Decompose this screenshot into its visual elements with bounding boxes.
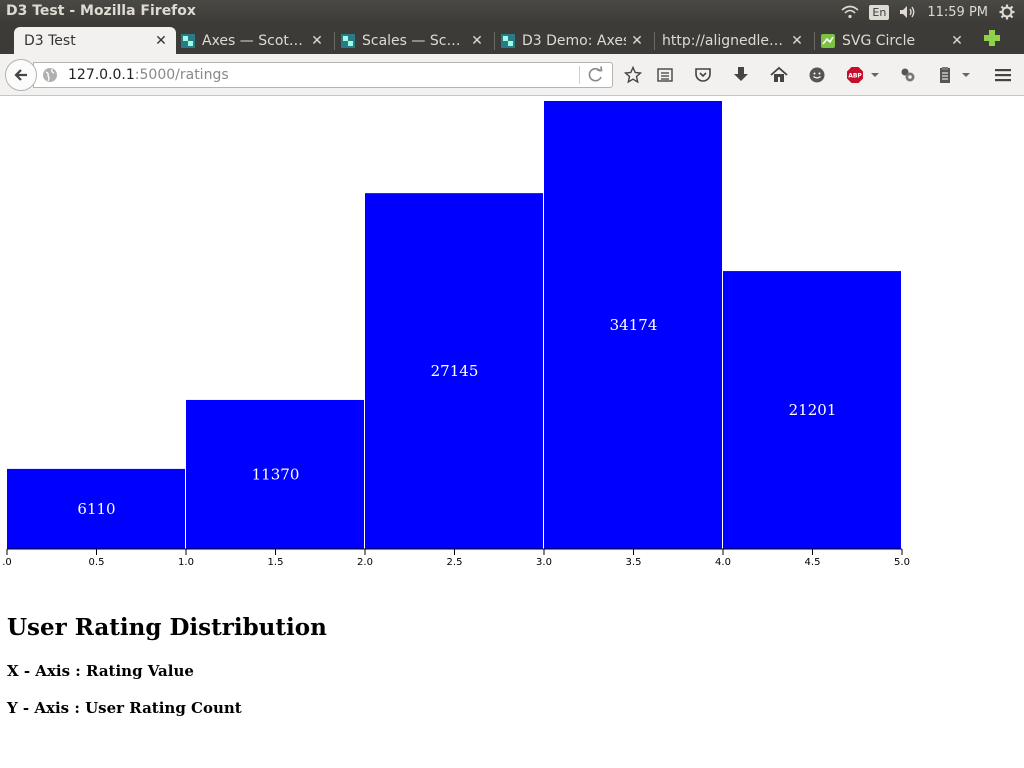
gear-icon[interactable] (998, 3, 1016, 21)
x-axis-tick-label: 2.5 (447, 557, 463, 568)
close-tab-icon[interactable]: ✕ (471, 32, 483, 49)
adblock-dropdown-chevron-icon[interactable] (869, 65, 881, 85)
x-axis-tick-label: 1.5 (268, 557, 284, 568)
x-axis-tick-label: .0 (2, 557, 12, 568)
tab-d3-demo-axes[interactable]: D3 Demo: Axes ✕ (500, 27, 652, 54)
url-host: 127.0.0.1 (68, 67, 135, 83)
x-axis-tick-label: 4.5 (805, 557, 821, 568)
window-title: D3 Test - Mozilla Firefox (6, 3, 196, 19)
bar-value-label: 34174 (610, 316, 658, 334)
close-tab-icon[interactable]: ✕ (311, 32, 323, 49)
close-tab-icon[interactable]: ✕ (791, 32, 803, 49)
x-axis-tick-label: 1.0 (178, 557, 194, 568)
url-bar[interactable]: 127.0.0.1:5000/ratings (33, 62, 613, 88)
tab-divider (334, 32, 335, 50)
system-tray: En 11:59 PM (841, 2, 1016, 22)
download-icon[interactable] (731, 65, 751, 85)
x-axis-tick-label: 2.0 (357, 557, 373, 568)
histogram-bar (365, 193, 543, 549)
d3-favicon-icon (181, 33, 195, 48)
x-axis-tick-label: 5.0 (894, 557, 910, 568)
clock[interactable]: 11:59 PM (927, 4, 988, 20)
tab-label: Axes — Scot… (202, 32, 303, 49)
home-icon[interactable] (769, 65, 789, 85)
globe-icon (43, 68, 57, 82)
close-tab-icon[interactable]: ✕ (631, 32, 643, 49)
y-axis-note: Y - Axis : User Rating Count (7, 699, 242, 717)
tab-strip: D3 Test ✕ Axes — Scot… ✕ Scales — Sc… ✕ … (0, 24, 1024, 54)
close-tab-icon[interactable]: ✕ (155, 32, 167, 49)
url-path: :5000/ratings (134, 67, 229, 83)
tab-d3-test[interactable]: D3 Test ✕ (14, 27, 176, 54)
url-text: 127.0.0.1:5000/ratings (68, 67, 229, 83)
adblock-icon[interactable]: ABP (845, 65, 865, 85)
reload-icon[interactable] (586, 65, 606, 85)
histogram-bar (186, 399, 364, 549)
bar-value-label: 21201 (789, 401, 837, 419)
x-axis-note: X - Axis : Rating Value (7, 662, 194, 680)
bookmark-star-icon[interactable] (623, 65, 643, 85)
close-tab-icon[interactable]: ✕ (951, 32, 963, 49)
back-button[interactable] (5, 59, 37, 91)
pocket-icon[interactable] (693, 65, 713, 85)
volume-icon[interactable] (899, 3, 917, 21)
back-arrow-icon (14, 69, 27, 81)
reading-list-icon[interactable] (655, 65, 675, 85)
bar-value-label: 27145 (431, 362, 479, 380)
keyboard-language-indicator[interactable]: En (869, 4, 890, 20)
new-tab-plus-icon[interactable] (982, 28, 1002, 48)
chat-smiley-icon[interactable] (807, 65, 827, 85)
os-top-bar: D3 Test - Mozilla Firefox En 11:59 PM (0, 0, 1024, 24)
x-axis-tick-label: 4.0 (715, 557, 731, 568)
d3-favicon-icon (341, 33, 355, 48)
tab-divider (494, 32, 495, 50)
tab-svg-circle[interactable]: SVG Circle ✕ (820, 27, 972, 54)
tab-scales[interactable]: Scales — Sc… ✕ (340, 27, 492, 54)
bar-value-label: 11370 (252, 465, 300, 483)
page-title: User Rating Distribution (7, 614, 327, 641)
svg-text:ABP: ABP (848, 73, 862, 80)
histogram-bar (544, 101, 722, 549)
hamburger-menu-icon[interactable] (993, 65, 1013, 85)
wifi-icon[interactable] (841, 3, 859, 21)
tab-label: D3 Demo: Axes (522, 32, 626, 49)
url-divider (579, 66, 580, 84)
page-content: 6110 11370 27145 34174 21201 .0 0.5 1.0 1.5 2.0 2.… (0, 96, 1024, 768)
histogram-bar (7, 468, 185, 549)
clipboard-dropdown-chevron-icon[interactable] (959, 65, 973, 85)
x-axis-tick-label: 0.5 (89, 557, 105, 568)
bar-value-label: 6110 (77, 500, 115, 518)
tab-label: Scales — Sc… (362, 32, 461, 49)
d3-favicon-icon (501, 33, 515, 48)
rating-histogram-chart: 6110 11370 27145 34174 21201 .0 0.5 1.0 1.5 2.0 2.… (2, 101, 910, 568)
tab-divider (654, 32, 655, 50)
tab-alignedle[interactable]: http://alignedle… ✕ (662, 27, 812, 54)
navigation-toolbar: 127.0.0.1:5000/ratings ABP (0, 54, 1024, 96)
tab-label: http://alignedle… (662, 32, 784, 49)
tab-divider (814, 32, 815, 50)
x-axis-tick-label: 3.0 (536, 557, 552, 568)
clipboard-icon[interactable] (935, 65, 955, 85)
extension-puzzle-icon[interactable] (898, 65, 918, 85)
histogram-bar (723, 271, 901, 549)
tab-label: D3 Test (24, 32, 76, 49)
svg-favicon-icon (821, 33, 835, 48)
tab-axes-scott[interactable]: Axes — Scot… ✕ (180, 27, 332, 54)
tab-label: SVG Circle (842, 32, 916, 49)
x-axis-tick-label: 3.5 (626, 557, 642, 568)
